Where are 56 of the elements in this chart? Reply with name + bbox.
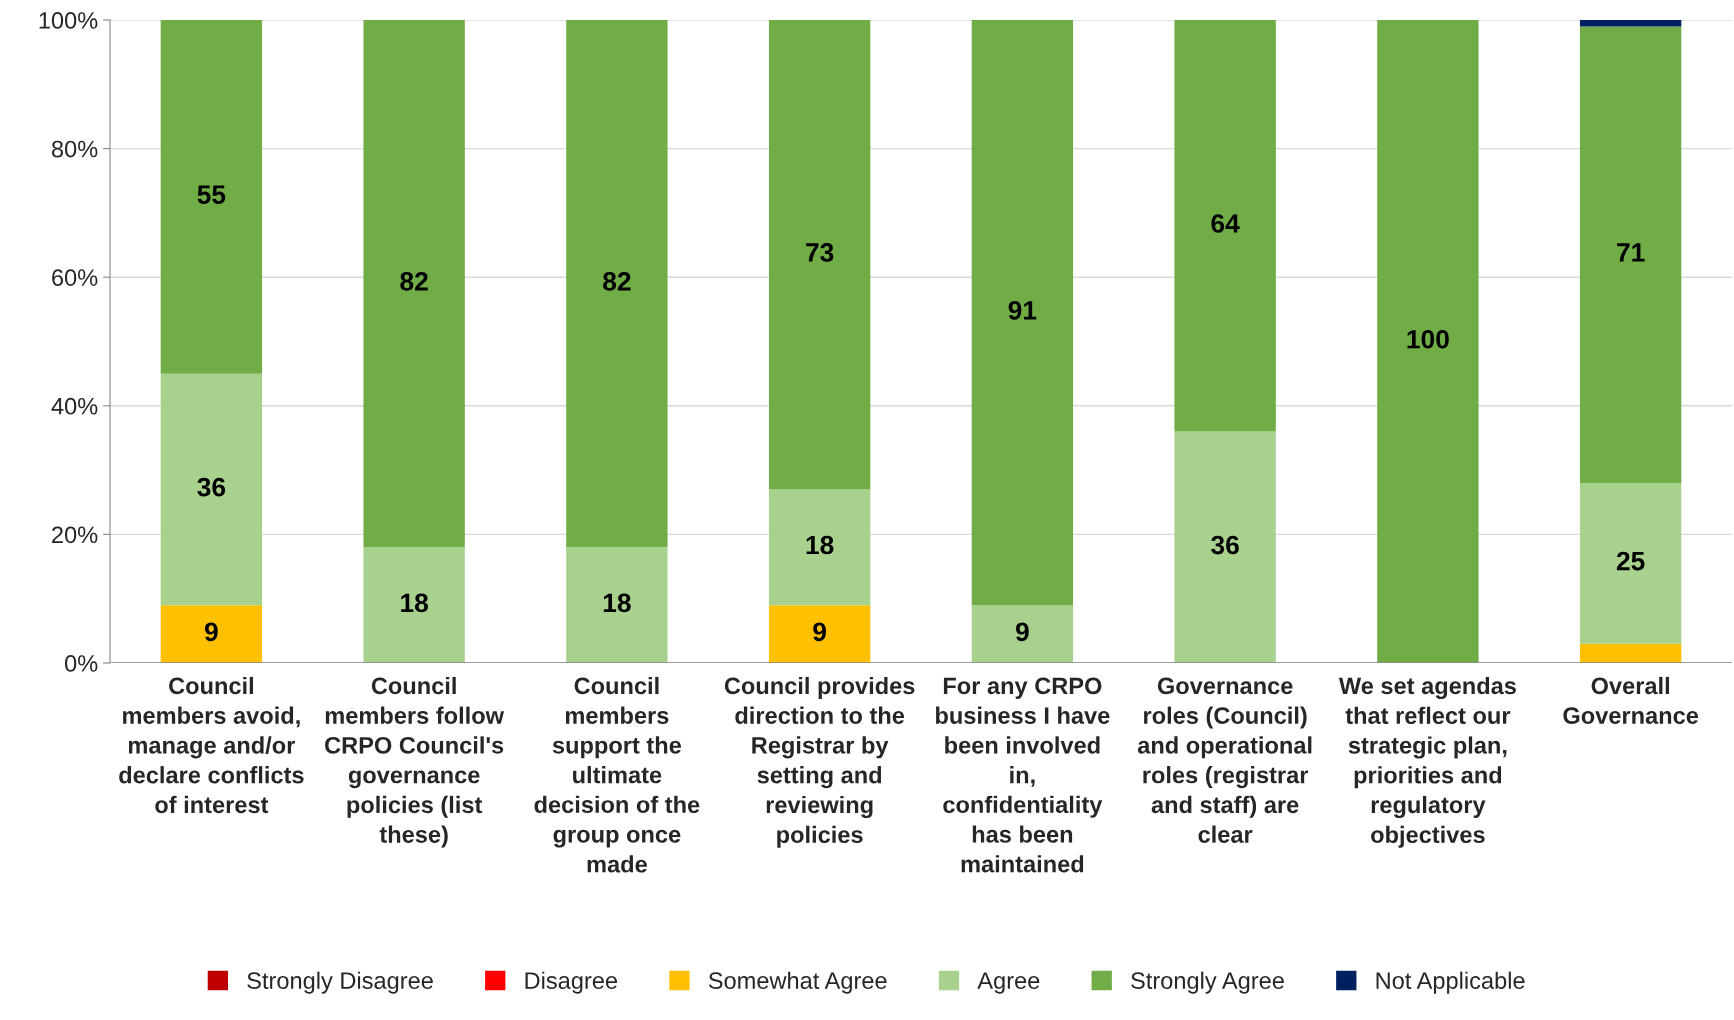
x-tick-label: For any CRPO business I have been involved in, confidentiality has been maintained (936, 677, 1110, 873)
legend-label: Not Applicable (1376, 971, 1525, 994)
bar (363, 547, 465, 663)
bar (160, 373, 263, 606)
bar (1579, 20, 1682, 27)
bar (768, 489, 871, 606)
legend-label: Strongly Agree (1131, 971, 1284, 994)
y-tick-label: 40% (51, 397, 98, 415)
bar (1174, 20, 1276, 432)
data-label: 36 (197, 477, 226, 497)
data-label: 82 (400, 272, 428, 291)
x-tick-label: Council members avoid, manage and/or declare conflicts of interest (119, 676, 304, 814)
bar (971, 20, 1074, 606)
y-tick-label: 100% (39, 12, 98, 29)
x-tick-label: Council members support the ultimate decision of the group once made (534, 676, 700, 873)
x-tick-label: Overall Governance (1563, 676, 1699, 724)
bar (1579, 26, 1682, 483)
bar (1377, 20, 1479, 663)
y-tick-label: 20% (52, 526, 98, 544)
x-tick-label: Governance roles (Council) and operational roles (registrar and staff) are clear (1137, 677, 1312, 843)
y-tick-label: 80% (51, 140, 98, 158)
data-label: 9 (1015, 622, 1029, 642)
legend-label: Strongly Disagree (247, 971, 433, 994)
bar (363, 20, 465, 548)
data-label: 91 (1008, 300, 1037, 320)
legend-label: Agree (977, 972, 1040, 994)
bar (1579, 482, 1682, 644)
bar (768, 20, 871, 490)
bar (1579, 643, 1682, 663)
data-label: 18 (603, 593, 631, 613)
legend-label: Disagree (525, 971, 618, 994)
y-tick-label: 60% (52, 269, 98, 286)
data-label: 18 (401, 593, 428, 613)
data-label: 9 (813, 622, 826, 642)
bar (971, 605, 1074, 663)
data-label: 73 (806, 243, 834, 262)
data-label: 100 (1407, 329, 1449, 349)
data-label: 55 (197, 185, 226, 204)
bar (160, 20, 263, 374)
data-label: 64 (1211, 214, 1240, 233)
data-label: 25 (1616, 551, 1645, 571)
data-label: 71 (1617, 243, 1645, 262)
bar (160, 605, 263, 663)
bar (566, 547, 668, 663)
legend-label: Somewhat Agree (708, 971, 887, 994)
data-label: 36 (1211, 535, 1239, 555)
data-label: 82 (603, 272, 631, 291)
data-label: 18 (806, 535, 834, 555)
x-tick-label: Council provides direction to the Registrar by setting and reviewing policies (724, 676, 915, 848)
bar (1174, 431, 1276, 663)
y-tick-label: 0% (64, 655, 98, 672)
x-tick-label: We set agendas that reflect our strategic plan, priorities and regulatory objectives (1338, 676, 1516, 848)
bar (768, 605, 871, 663)
x-tick-label: Council members follow CRPO Council's governance policies (list these) (325, 676, 505, 848)
data-label: 9 (204, 622, 218, 642)
bar (566, 20, 668, 548)
